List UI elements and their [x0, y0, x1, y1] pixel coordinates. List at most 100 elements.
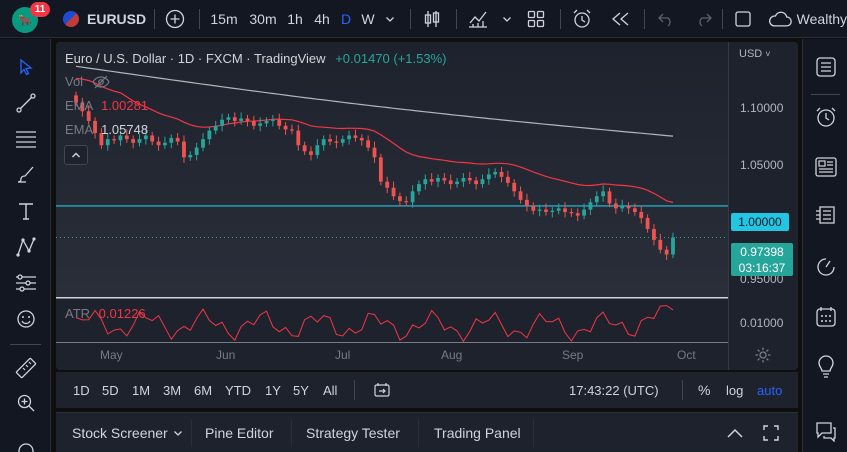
candle — [334, 141, 339, 143]
range-1m[interactable]: 1M — [132, 382, 151, 398]
fullscreen-button[interactable] — [732, 0, 754, 38]
candle — [220, 119, 224, 126]
currency-selector[interactable]: USD ˅ — [739, 48, 771, 60]
drawing-toolbar — [0, 39, 51, 452]
candle — [486, 174, 491, 180]
compare-add-button[interactable] — [163, 0, 187, 38]
goto-date-button[interactable] — [373, 372, 391, 408]
price-chart[interactable] — [56, 42, 798, 370]
interval-1h[interactable]: 1h — [287, 11, 303, 27]
candle — [143, 135, 148, 140]
atr-axis-label: 0.01000 — [740, 316, 784, 330]
indicators-dropdown-button[interactable] — [500, 0, 514, 38]
pine-ideas-button[interactable] — [803, 347, 847, 387]
text-tool[interactable] — [0, 193, 51, 229]
candle — [232, 117, 237, 121]
candle — [359, 137, 364, 141]
tab-pine-editor[interactable]: Pine Editor — [205, 425, 274, 441]
alert-button[interactable] — [570, 0, 594, 38]
chart-settings-button[interactable] — [754, 346, 772, 364]
candle — [315, 145, 320, 155]
zoom-in-icon — [17, 394, 34, 412]
chevron-down-icon — [503, 17, 511, 22]
candle — [112, 139, 117, 141]
news-icon — [814, 157, 837, 177]
range-5y[interactable]: 5Y — [293, 382, 309, 398]
interval-4h[interactable]: 4h — [314, 11, 330, 27]
layout-button[interactable] — [524, 0, 548, 38]
chart-type-button[interactable] — [420, 0, 444, 38]
candle — [448, 180, 453, 185]
watchlist-button[interactable] — [803, 47, 847, 87]
interval-30m[interactable]: 30m — [249, 11, 277, 27]
chat-icon — [815, 422, 836, 442]
chart-title: Euro / U.S. Dollar · 1D · FXCM · Trading… — [65, 51, 326, 66]
range-ytd[interactable]: YTD — [225, 382, 251, 398]
undo-icon — [658, 13, 671, 27]
redo-button[interactable] — [693, 0, 715, 38]
chevron-down-icon — [386, 17, 394, 22]
chat-button[interactable] — [803, 411, 847, 451]
candle — [397, 196, 402, 202]
brush-icon — [17, 166, 33, 183]
range-all[interactable]: All — [323, 382, 338, 398]
candle — [213, 125, 218, 131]
interval-dropdown-button[interactable] — [383, 0, 397, 38]
icon-tool[interactable] — [0, 301, 51, 337]
calendar-button[interactable] — [803, 297, 847, 337]
ruler-icon — [15, 357, 36, 379]
replay-button[interactable] — [608, 0, 632, 38]
tab-stock-screener[interactable]: Stock Screener — [72, 425, 168, 441]
measure-tool[interactable] — [0, 350, 51, 386]
candle — [93, 120, 97, 134]
candle — [550, 210, 555, 212]
trend-line-icon — [15, 93, 36, 113]
range-1d[interactable]: 1D — [73, 382, 90, 398]
log-scale-toggle[interactable]: log — [726, 382, 744, 398]
range-5d[interactable]: 5D — [102, 382, 119, 398]
interval-w[interactable]: W — [361, 11, 375, 27]
chart-panel[interactable]: Euro / U.S. Dollar · 1D · FXCM · Trading… — [56, 42, 798, 370]
percent-scale-toggle[interactable]: % — [698, 382, 711, 398]
tab-strategy-tester[interactable]: Strategy Tester — [306, 425, 400, 441]
pattern-tool[interactable] — [0, 229, 51, 265]
range-6m[interactable]: 6M — [194, 382, 213, 398]
clock-time[interactable]: 17:43:22 (UTC) — [569, 382, 659, 398]
range-1y[interactable]: 1Y — [265, 382, 281, 398]
auto-scale-toggle[interactable]: auto — [757, 382, 783, 398]
cursor-tool[interactable] — [0, 49, 51, 85]
collapse-panel-button[interactable] — [726, 413, 744, 452]
interval-15m[interactable]: 15m — [210, 11, 238, 27]
last-price-label: 0.97398 03:16:37 — [731, 243, 793, 276]
level-price-label: 1.00000 — [731, 213, 789, 231]
cloud-layout-button[interactable]: Wealthy — [767, 0, 847, 38]
data-window-button[interactable] — [803, 247, 847, 287]
fib-tool[interactable] — [0, 121, 51, 157]
prediction-tool[interactable] — [0, 265, 51, 301]
news-button[interactable] — [803, 147, 847, 187]
trend-line-tool[interactable] — [0, 85, 51, 121]
candle — [194, 147, 199, 155]
interval-d[interactable]: D — [340, 11, 352, 27]
candle — [277, 119, 282, 126]
candle — [372, 147, 377, 158]
indicators-button[interactable] — [466, 0, 490, 38]
undo-button[interactable] — [655, 0, 677, 38]
candle — [150, 135, 155, 142]
brush-tool[interactable] — [0, 157, 51, 193]
calendar-icon — [815, 307, 836, 327]
stock-screener-dropdown[interactable] — [173, 413, 183, 452]
alerts-button[interactable] — [803, 97, 847, 137]
tab-trading-panel[interactable]: Trading Panel — [434, 425, 521, 441]
candle — [474, 180, 479, 185]
collapse-legend-button[interactable] — [64, 145, 88, 165]
symbol-search-button[interactable]: EURUSD — [87, 11, 147, 27]
maximize-panel-button[interactable] — [762, 413, 780, 452]
eye-hidden-icon[interactable] — [92, 75, 110, 89]
candle — [283, 125, 288, 130]
ideas-stream-button[interactable] — [803, 195, 847, 235]
magnet-tool[interactable] — [0, 431, 51, 452]
zoom-tool[interactable] — [0, 385, 51, 421]
range-3m[interactable]: 3M — [163, 382, 182, 398]
month-jul: Jul — [335, 348, 351, 362]
